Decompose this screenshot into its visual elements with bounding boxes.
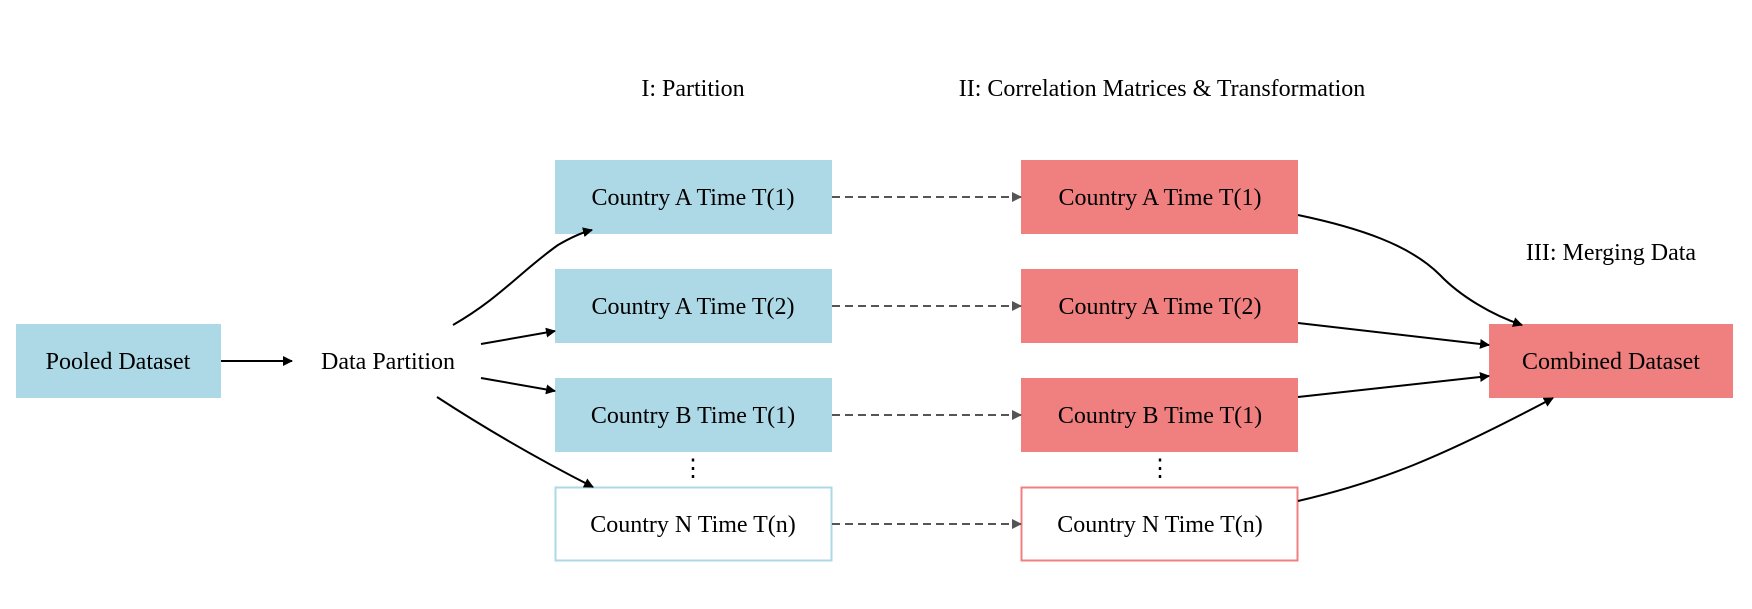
left-node-nn — [554, 486, 833, 562]
left-node-a2 — [555, 269, 832, 343]
stage-label-correlation: II: Correlation Matrices & Transformatio… — [959, 76, 1366, 102]
right-node-a2 — [1021, 269, 1298, 343]
pooled-dataset-node — [16, 324, 221, 398]
stage-label-merging: III: Merging Data — [1526, 240, 1697, 266]
data-partition-label: Data Partition — [321, 349, 455, 375]
arrow-a2-to-combined — [1297, 322, 1490, 349]
right-ellipsis: ⋮ — [1148, 456, 1172, 482]
left-node-a2-label: Country A Time T(2) — [592, 294, 795, 320]
left-node-b1 — [555, 378, 832, 452]
right-node-b1-label: Country B Time T(1) — [1058, 403, 1262, 429]
right-node-a1-label: Country A Time T(1) — [1059, 185, 1262, 211]
arrow-b1-to-combined — [1297, 372, 1490, 398]
arrow-a1-to-combined — [1297, 214, 1523, 327]
arrow-partition-to-nn — [436, 396, 594, 488]
stage-label-partition: I: Partition — [641, 76, 744, 102]
right-node-a2-label: Country A Time T(2) — [1059, 294, 1262, 320]
arrow-partition-to-a1 — [452, 227, 593, 326]
left-node-a1-label: Country A Time T(1) — [592, 185, 795, 211]
left-node-a1 — [555, 160, 832, 234]
combined-dataset-node — [1489, 324, 1733, 398]
left-ellipsis: ⋮ — [681, 456, 705, 482]
left-node-b1-label: Country B Time T(1) — [591, 403, 795, 429]
right-node-nn-label: Country N Time T(n) — [1057, 512, 1263, 538]
right-node-nn — [1020, 486, 1299, 562]
arrow-partition-to-a2 — [480, 327, 556, 345]
right-node-b1 — [1021, 378, 1298, 452]
left-node-nn-label: Country N Time T(n) — [590, 512, 796, 538]
pooled-dataset-label: Pooled Dataset — [46, 349, 191, 375]
arrow-nn-to-combined — [1297, 397, 1554, 502]
arrow-partition-to-b1 — [480, 377, 556, 395]
combined-dataset-label: Combined Dataset — [1522, 349, 1700, 375]
right-node-a1 — [1021, 160, 1298, 234]
